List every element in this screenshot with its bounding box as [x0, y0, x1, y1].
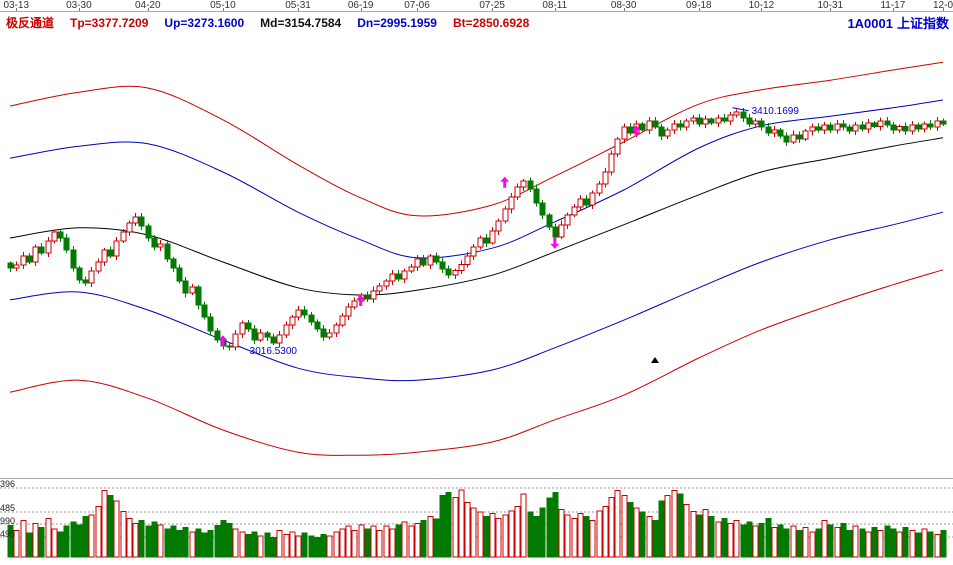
date-tick: [830, 8, 831, 12]
channel-line-up: [9, 99, 944, 259]
indicator-value-bt: Bt=2850.6928: [452, 15, 530, 30]
date-label: 11-17: [880, 0, 906, 11]
candles-group: [7, 108, 947, 351]
candlestick-chart[interactable]: [0, 28, 953, 478]
volume-scale-label: 495: [0, 529, 16, 539]
panel-separator-line: [0, 478, 953, 479]
date-tick: [761, 8, 762, 12]
volume-scale-label: 396: [0, 479, 16, 489]
date-label: 10-31: [817, 0, 844, 11]
axis-separator-line: [0, 11, 953, 12]
low-price-annotation: 3016.5300: [249, 345, 297, 357]
date-label: 12-0: [932, 0, 953, 11]
date-label: 04-20: [134, 0, 161, 11]
volume-bars-group: [7, 489, 947, 558]
date-tick: [361, 8, 362, 12]
date-label: 08-11: [542, 0, 568, 11]
high-price-annotation: 3410.1699: [751, 105, 799, 117]
indicator-value-dn: Dn=2995.1959: [357, 15, 437, 30]
volume-scale-label: 485: [0, 503, 16, 513]
date-label: 05-31: [285, 0, 311, 11]
indicator-value-tp: Tp=3377.7209: [70, 15, 149, 30]
date-label: 05-10: [210, 0, 236, 11]
volume-chart[interactable]: [0, 479, 953, 561]
date-label: 03-30: [66, 0, 92, 11]
date-tick: [16, 8, 17, 12]
date-tick: [417, 8, 418, 12]
signal-arrow-up-icon: [631, 125, 641, 137]
date-label: 07-25: [479, 0, 505, 11]
triangle-marker-icon: [651, 357, 659, 363]
channel-line-md: [9, 137, 944, 296]
indicator-value-up: Up=3273.1600: [164, 15, 245, 30]
channel-line-dn: [9, 211, 944, 382]
date-tick: [492, 8, 493, 12]
signal-arrow-down-icon: [550, 237, 560, 249]
date-tick: [893, 8, 894, 12]
date-tick: [943, 8, 944, 12]
channel-line-bt: [9, 269, 944, 456]
signal-arrow-up-icon: [218, 335, 228, 347]
date-tick: [223, 8, 224, 12]
date-tick: [699, 8, 700, 12]
symbol-code: 1A0001: [847, 16, 893, 31]
date-label: 03-13: [3, 0, 30, 11]
date-tick: [555, 8, 556, 12]
date-tick: [624, 8, 625, 12]
date-tick: [148, 8, 149, 12]
symbol-title: 1A0001 上证指数: [843, 13, 949, 32]
indicator-value-md: Md=3154.7584: [260, 15, 342, 30]
date-label: 06-19: [347, 0, 374, 11]
date-label: 07-06: [404, 0, 430, 11]
date-label: 10-12: [748, 0, 775, 11]
indicator-info-bar: 极反通道 Tp=3377.7209 Up=3273.1600 Md=3154.7…: [6, 13, 949, 32]
volume-scale-label: 990: [0, 516, 16, 526]
symbol-name: 上证指数: [896, 16, 949, 31]
signal-arrow-up-icon: [356, 295, 366, 306]
date-label: 08-30: [610, 0, 637, 11]
signal-arrow-up-icon: [500, 176, 510, 188]
date-axis: 03-13 03-30 04-20 05-10 05-31 06-19 07-06 07-25…: [0, 0, 953, 12]
date-tick: [298, 8, 299, 12]
indicator-name: 极反通道: [6, 16, 55, 30]
date-tick: [79, 8, 80, 12]
date-label: 09-18: [685, 0, 712, 11]
channel-line-tp: [9, 61, 944, 217]
